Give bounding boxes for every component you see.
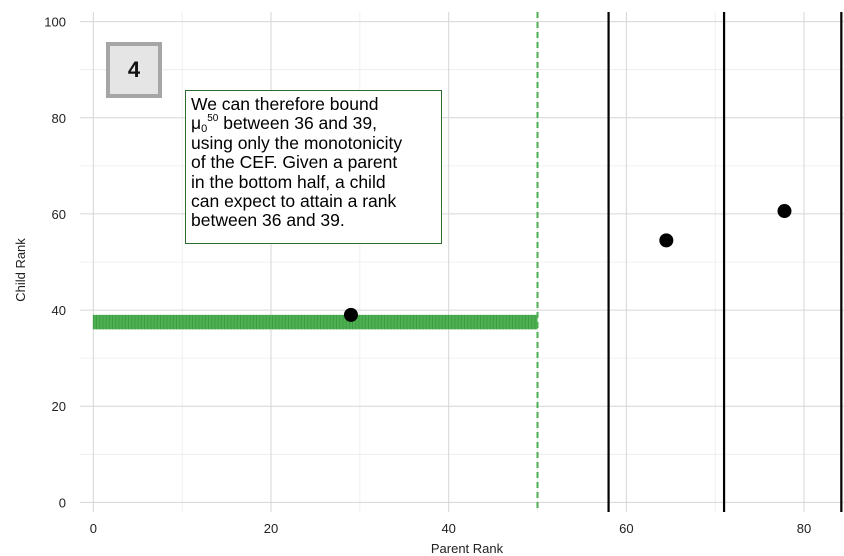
y-tick-label: 100 bbox=[44, 15, 66, 30]
annotation-line-2: μ050 between 36 and 39, bbox=[191, 113, 438, 136]
y-tick-label: 40 bbox=[52, 303, 66, 318]
x-tick-label: 40 bbox=[441, 521, 455, 536]
annotation-line-2-rest: between 36 and 39, bbox=[218, 113, 377, 134]
bound-band bbox=[92, 314, 538, 330]
mu-superscript: 50 bbox=[207, 113, 219, 125]
annotation-line-6: can expect to attain a rank bbox=[191, 191, 397, 212]
y-tick-label: 60 bbox=[52, 207, 66, 222]
y-axis-label: Child Rank bbox=[13, 238, 28, 302]
data-point bbox=[777, 204, 792, 219]
x-axis-label: Parent Rank bbox=[431, 541, 504, 556]
vertical-reference-lines bbox=[536, 12, 843, 512]
annotation-line-3: using only the monotonicity bbox=[191, 132, 403, 153]
x-tick-label: 20 bbox=[264, 521, 278, 536]
y-tick-labels: 0 20 40 60 80 100 bbox=[44, 15, 66, 511]
annotation-line-7: between 36 and 39. bbox=[191, 210, 345, 231]
y-tick-label: 20 bbox=[52, 399, 66, 414]
annotation-line-5: in the bottom half, a child bbox=[191, 171, 386, 192]
x-tick-label: 80 bbox=[797, 521, 811, 536]
x-tick-label: 0 bbox=[90, 521, 97, 536]
data-point bbox=[343, 307, 358, 322]
annotation-box: We can therefore bound μ050 between 36 a… bbox=[185, 90, 442, 244]
grid-lines bbox=[80, 12, 844, 512]
y-tick-label: 80 bbox=[52, 111, 66, 126]
annotation-line-1: We can therefore bound bbox=[191, 94, 379, 114]
mu-symbol: μ bbox=[191, 113, 202, 134]
x-tick-labels: 0 20 40 60 80 bbox=[90, 521, 812, 536]
step-badge: 4 bbox=[106, 42, 162, 98]
mu-subscript: 0 bbox=[201, 123, 208, 136]
x-tick-label: 60 bbox=[619, 521, 633, 536]
annotation-line-4: of the CEF. Given a parent bbox=[191, 152, 398, 173]
data-points bbox=[343, 204, 792, 322]
y-tick-label: 0 bbox=[59, 495, 66, 510]
data-point bbox=[659, 233, 674, 248]
